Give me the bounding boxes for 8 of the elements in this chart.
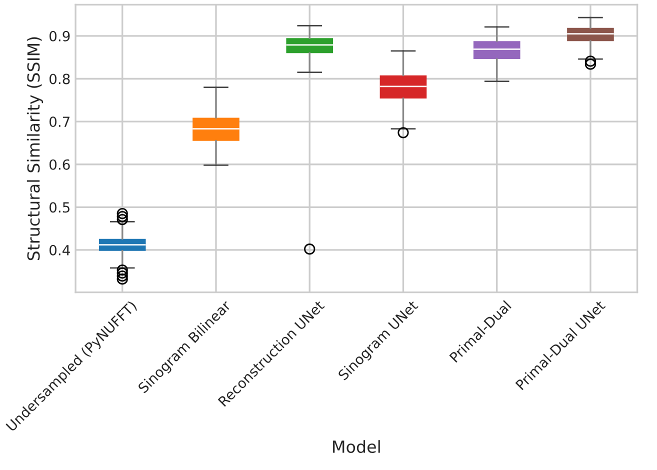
y-tick-label: 0.6 xyxy=(50,159,70,170)
x-axis-title: Model xyxy=(333,440,380,454)
y-axis-title: Structural Similarity (SSIM) xyxy=(26,37,44,260)
y-tick-label: 0.9 xyxy=(50,30,70,42)
y-tick-label: 0.7 xyxy=(50,116,70,128)
y-tick-label: 0.8 xyxy=(50,74,70,84)
y-tick-label: 0.4 xyxy=(50,244,70,256)
y-tick-label: 0.5 xyxy=(50,202,70,213)
